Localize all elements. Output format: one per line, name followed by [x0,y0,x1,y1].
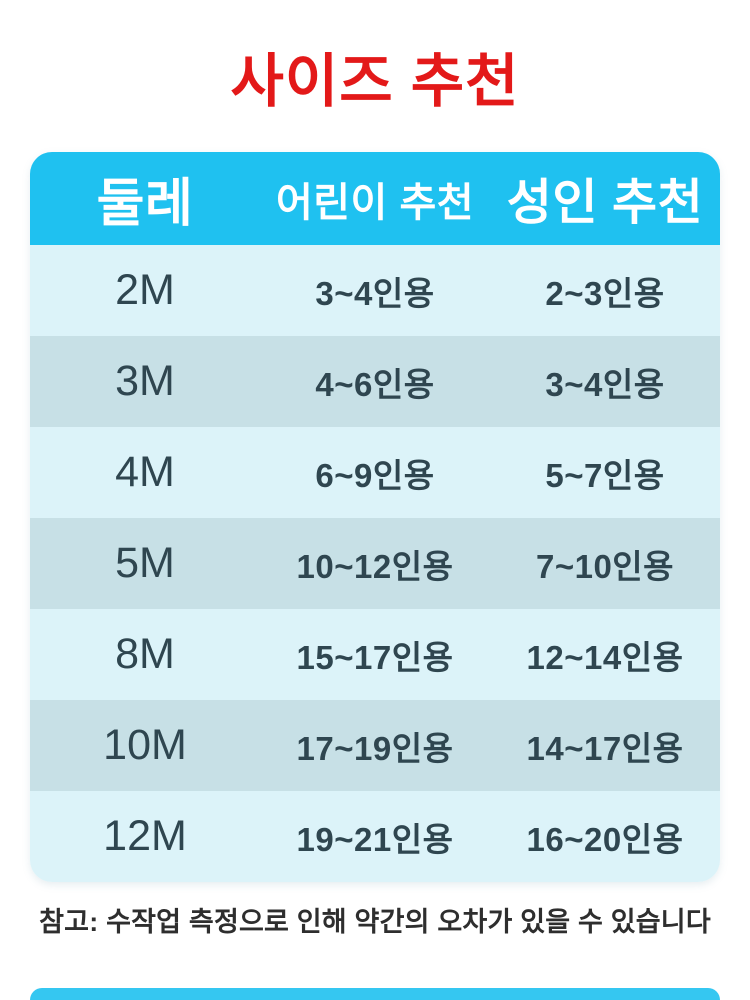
adult-capacity: 5~7인용 [545,456,665,494]
children-capacity: 15~17인용 [296,638,454,676]
adult-capacity: 2~3인용 [545,274,665,312]
adult-capacity: 14~17인용 [526,729,684,767]
page-title: 사이즈 추천 [230,49,520,114]
table-row: 10M 17~19인용 14~17인용 [30,700,720,791]
size-label: 10M [103,721,187,769]
adult-capacity: 3~4인용 [545,365,665,403]
table-row: 2M 3~4인용 2~3인용 [30,245,720,336]
header-adult-recommendation: 성인 추천 [506,176,704,230]
size-label: 8M [115,630,175,678]
size-label: 12M [103,812,187,860]
size-label: 4M [115,448,175,496]
children-capacity: 6~9인용 [315,456,435,494]
children-capacity: 10~12인용 [296,547,454,585]
size-recommendation-table: 둘레 어린이 추천 성인 추천 2M 3~4인용 2~3인용 3M 4~6인용 … [30,152,720,882]
header-children-recommendation: 어린이 추천 [275,180,475,225]
measurement-note: 참고: 수작업 측정으로 인해 약간의 오차가 있을 수 있습니다 [39,907,711,937]
size-label: 5M [115,539,175,587]
header-circumference: 둘레 [96,175,194,233]
next-section-edge [30,988,720,1000]
table-row: 8M 15~17인용 12~14인용 [30,609,720,700]
table-header-row: 둘레 어린이 추천 성인 추천 [30,152,720,245]
table-row: 4M 6~9인용 5~7인용 [30,427,720,518]
table-row: 5M 10~12인용 7~10인용 [30,518,720,609]
size-label: 2M [115,266,175,314]
table-row: 3M 4~6인용 3~4인용 [30,336,720,427]
children-capacity: 17~19인용 [296,729,454,767]
adult-capacity: 16~20인용 [526,820,684,858]
children-capacity: 3~4인용 [315,274,435,312]
children-capacity: 4~6인용 [315,365,435,403]
size-label: 3M [115,357,175,405]
adult-capacity: 7~10인용 [535,547,675,585]
table-row: 12M 19~21인용 16~20인용 [30,791,720,882]
children-capacity: 19~21인용 [296,820,454,858]
adult-capacity: 12~14인용 [526,638,684,676]
